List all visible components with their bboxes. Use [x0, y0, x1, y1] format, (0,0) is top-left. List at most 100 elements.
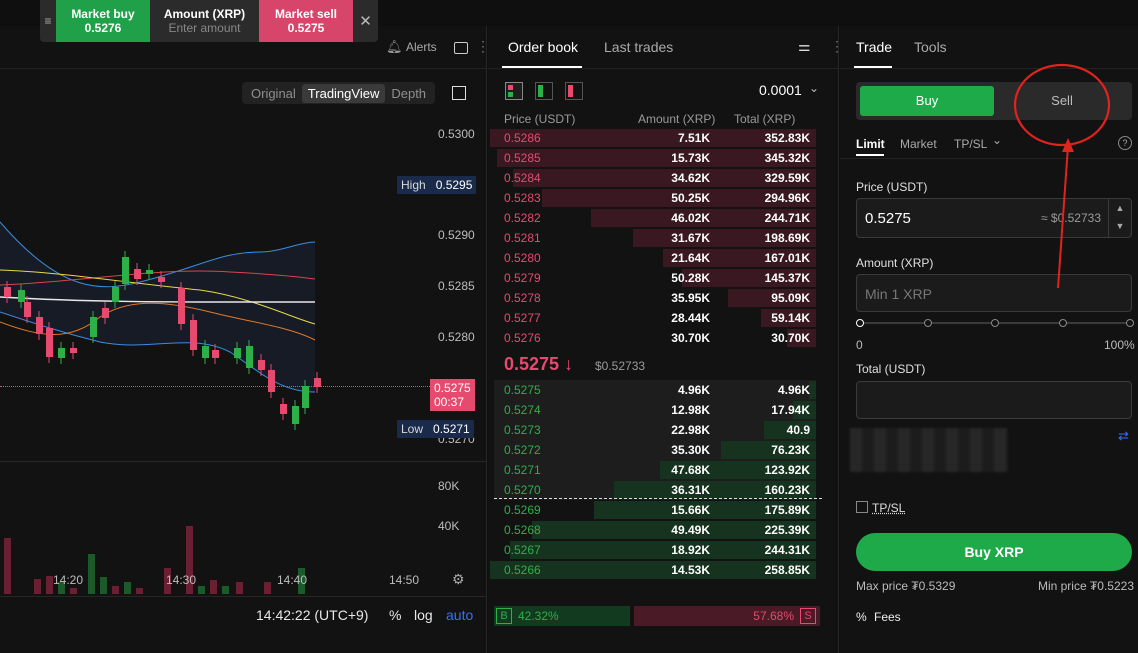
slider-step-dot[interactable]: [856, 319, 864, 327]
bid-row[interactable]: 0.5271 47.68K 123.92K: [494, 460, 816, 480]
bid-row[interactable]: 0.5268 49.49K 225.39K: [494, 520, 816, 540]
total-input[interactable]: [856, 381, 1132, 419]
amount-input[interactable]: Min 1 XRP: [856, 274, 1132, 312]
view-bids-icon[interactable]: [535, 82, 553, 100]
bid-price: 0.5268: [504, 523, 541, 537]
close-icon[interactable]: ✕: [359, 13, 372, 30]
bid-row[interactable]: 0.5274 12.98K 17.94K: [494, 400, 816, 420]
drag-handle-icon[interactable]: ⋮: [476, 38, 490, 54]
sell-percent: 57.68%: [753, 609, 794, 623]
tab-last-trades[interactable]: Last trades: [604, 39, 674, 55]
buy-xrp-button[interactable]: Buy XRP: [856, 533, 1132, 571]
view-original[interactable]: Original: [251, 85, 296, 101]
slider-max-label: 100%: [1104, 338, 1135, 352]
market-sell-button[interactable]: Market sell 0.5275: [259, 0, 353, 42]
alert-bell-icon[interactable]: 🔔︎: [386, 39, 403, 54]
view-asks-icon[interactable]: [565, 82, 583, 100]
chevron-down-icon[interactable]: ⌄: [809, 81, 820, 95]
tab-trade[interactable]: Trade: [856, 39, 893, 55]
candle-body: [280, 404, 287, 414]
ask-row[interactable]: 0.5277 28.44K 59.14K: [494, 308, 816, 328]
ask-row[interactable]: 0.5276 30.70K 30.70K: [494, 328, 816, 348]
ask-amount: 21.64K: [671, 251, 710, 265]
fees-link[interactable]: Fees: [874, 610, 901, 624]
bid-row[interactable]: 0.5273 22.98K 40.9: [494, 420, 816, 440]
chart-settings-gear-icon[interactable]: ⚙: [452, 571, 465, 587]
ask-row[interactable]: 0.5279 50.28K 145.37K: [494, 268, 816, 288]
filter-settings-icon[interactable]: ⚌: [798, 38, 811, 54]
percent-scale-toggle[interactable]: %: [389, 607, 402, 623]
bid-depth-bar: [613, 481, 816, 499]
ask-price: 0.5278: [504, 291, 541, 305]
slider-step-dot[interactable]: [1126, 319, 1134, 327]
candle-body: [212, 350, 219, 358]
buy-sell-ratio-bar: B 42.32% 57.68% S: [494, 606, 820, 626]
bid-row[interactable]: 0.5272 35.30K 76.23K: [494, 440, 816, 460]
bid-row[interactable]: 0.5266 14.53K 258.85K: [490, 560, 816, 580]
tpsl-checkbox[interactable]: [856, 501, 868, 513]
buy-side-button[interactable]: Buy: [860, 86, 994, 116]
ask-row[interactable]: 0.5286 7.51K 352.83K: [490, 128, 816, 148]
slider-step-dot[interactable]: [923, 319, 932, 327]
ask-amount: 30.70K: [671, 331, 710, 345]
price-stepper-icon[interactable]: ▲ ▼: [1108, 199, 1131, 237]
ask-row[interactable]: 0.5280 21.64K 167.01K: [494, 248, 816, 268]
auto-scale-toggle[interactable]: auto: [446, 607, 474, 623]
bid-row[interactable]: 0.5267 18.92K 244.31K: [494, 540, 816, 560]
tpsl-label[interactable]: TP/SL: [872, 501, 906, 515]
view-both-icon[interactable]: [505, 82, 523, 100]
market-buy-button[interactable]: Market buy 0.5276: [56, 0, 150, 42]
order-type-tpsl[interactable]: TP/SL: [954, 137, 988, 151]
sell-side-button[interactable]: Sell: [1051, 93, 1073, 108]
ask-row[interactable]: 0.5278 35.95K 95.09K: [494, 288, 816, 308]
ask-row[interactable]: 0.5283 50.25K 294.96K: [494, 188, 816, 208]
ask-row[interactable]: 0.5282 46.02K 244.71K: [494, 208, 816, 228]
log-scale-toggle[interactable]: log: [414, 607, 433, 623]
slider-step-dot[interactable]: [991, 319, 999, 327]
ask-price: 0.5284: [504, 171, 541, 185]
ask-price: 0.5286: [504, 131, 541, 145]
blurred-balance: [850, 428, 1008, 472]
ask-row[interactable]: 0.5285 15.73K 345.32K: [494, 148, 816, 168]
order-type-market[interactable]: Market: [900, 137, 937, 151]
bid-row[interactable]: 0.5270 36.31K 160.23K: [494, 480, 816, 500]
ma-yellow-line: [0, 269, 316, 325]
amount-label: Amount (XRP): [163, 7, 246, 21]
view-tradingview[interactable]: TradingView: [301, 83, 386, 103]
price-input[interactable]: 0.5275 ≈ $0.52733 ▲ ▼: [856, 198, 1132, 238]
active-tab-indicator: [854, 66, 892, 68]
bottom-divider: [0, 596, 486, 597]
annotation-circle: [1013, 63, 1111, 147]
amount-label: Amount (XRP): [856, 256, 934, 270]
market-buy-label: Market buy: [71, 7, 135, 21]
layout-icon[interactable]: [454, 42, 468, 54]
ask-total: 198.69K: [764, 231, 810, 245]
chevron-down-icon[interactable]: ⌄: [992, 133, 1003, 147]
precision-select[interactable]: 0.0001: [759, 82, 802, 98]
ask-price: 0.5277: [504, 311, 541, 325]
alerts-button[interactable]: Alerts: [406, 40, 437, 54]
bid-total: 40.9: [786, 423, 810, 437]
bid-row[interactable]: 0.5269 15.66K 175.89K: [494, 500, 816, 520]
ask-row[interactable]: 0.5281 31.67K 198.69K: [494, 228, 816, 248]
order-type-limit[interactable]: Limit: [856, 137, 885, 151]
last-price-value: 0.5275: [434, 381, 471, 395]
fullscreen-icon[interactable]: [452, 86, 466, 100]
bid-total: 244.31K: [764, 543, 810, 557]
amount-input[interactable]: Amount (XRP) Enter amount: [150, 0, 259, 42]
view-depth[interactable]: Depth: [391, 85, 427, 101]
tab-tools[interactable]: Tools: [914, 39, 947, 55]
slider-step-dot[interactable]: [1058, 319, 1067, 327]
candlestick-chart[interactable]: [0, 102, 430, 602]
tab-order-book[interactable]: Order book: [508, 39, 579, 55]
help-icon[interactable]: ?: [1118, 136, 1132, 150]
ask-total: 345.32K: [764, 151, 810, 165]
ask-row[interactable]: 0.5284 34.62K 329.59K: [494, 168, 816, 188]
ask-depth-bar: [786, 329, 816, 347]
volume-bar: [112, 586, 119, 594]
bid-row[interactable]: 0.5275 4.96K 4.96K: [494, 380, 816, 400]
swap-icon[interactable]: ⇄: [1118, 428, 1129, 443]
bid-total: 160.23K: [764, 483, 810, 497]
quickbar-drag-icon[interactable]: ≡: [44, 14, 52, 28]
volume-bar: [100, 577, 107, 594]
